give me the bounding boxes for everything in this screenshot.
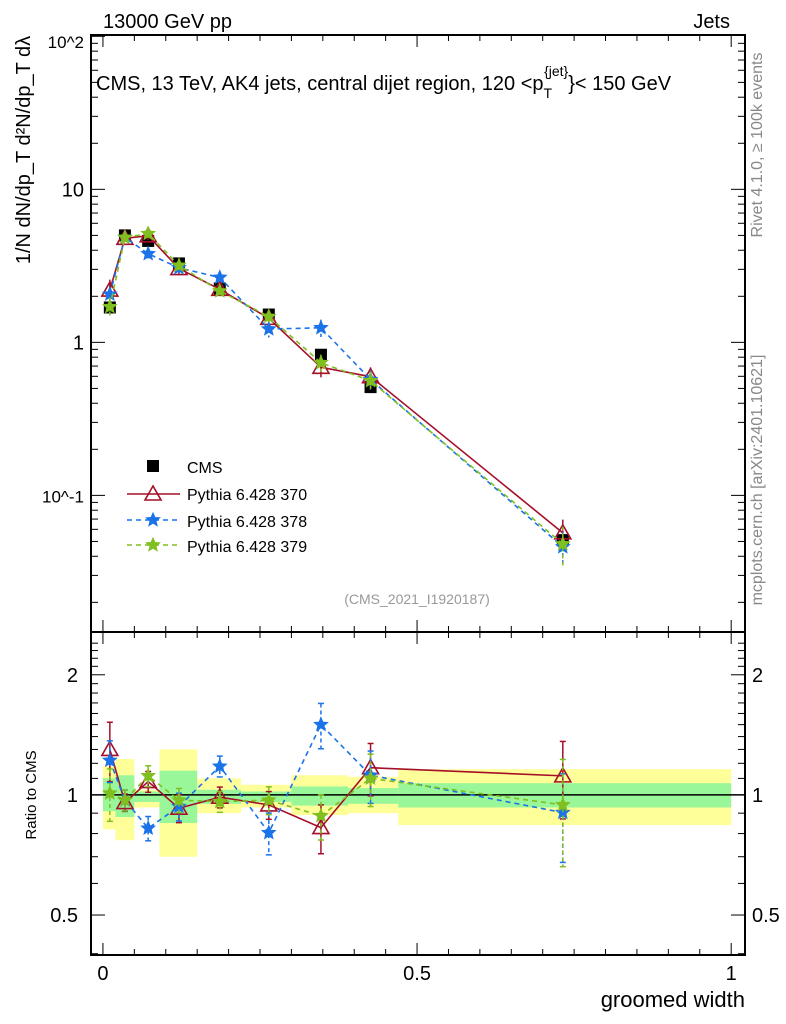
mc-point-2 <box>117 229 133 245</box>
mc-point-2 <box>171 257 187 273</box>
title-tail: }< 150 GeV <box>568 73 672 95</box>
ratio-y-axis-label: Ratio to CMS <box>23 750 40 839</box>
ratio-point-2 <box>313 807 329 823</box>
rivet-label: Rivet 4.1.0, ≥ 100k events <box>749 53 766 238</box>
legend-label-cms: CMS <box>187 460 223 477</box>
ratio-point-2 <box>211 793 228 809</box>
mc-line-1 <box>109 236 564 548</box>
legend-label-378: Pythia 6.428 378 <box>187 514 307 531</box>
ratio-point-1 <box>211 757 228 773</box>
ratio-point-2 <box>117 791 133 807</box>
y-tick-label: 10^2 <box>48 33 84 52</box>
ratio-point-2 <box>101 784 118 800</box>
mc-point-2 <box>140 225 157 241</box>
mcplots-label: mcplots.cern.ch [arXiv:2401.10621] <box>749 355 766 606</box>
x-tick-label: 0 <box>97 963 108 985</box>
mc-point-2 <box>313 354 329 370</box>
ratio-point-2 <box>260 791 277 807</box>
mc-point-2 <box>362 372 379 388</box>
mc-point-1 <box>101 286 118 301</box>
title-sub: T <box>544 85 553 101</box>
ratio-point-2 <box>140 767 157 783</box>
y-tick-label: 10^-1 <box>42 487 84 506</box>
mc-point-1 <box>140 245 157 261</box>
legend-marker-cms <box>147 460 159 472</box>
mc-point-1 <box>260 320 277 336</box>
x-tick-label: 1 <box>726 963 737 985</box>
stat-uncertainty-band <box>291 786 348 806</box>
ratio-point-2 <box>554 796 571 812</box>
ratio-point-1 <box>313 716 329 732</box>
y-axis-label: 1/N dN/dp_T d²N/dp_T dλ <box>13 36 35 264</box>
ratio-point-0 <box>115 792 135 810</box>
ratio-tick-label-left: 2 <box>67 665 78 687</box>
stat-uncertainty-band <box>134 791 160 802</box>
ratio-tick-label-right: 1 <box>752 785 763 807</box>
legend-marker-0 <box>143 484 163 501</box>
ratio-point-2 <box>362 770 379 786</box>
mc-point-2 <box>101 298 118 314</box>
mc-point-1 <box>211 269 228 285</box>
chart-title: CMS, 13 TeV, AK4 jets, central dijet reg… <box>96 63 672 101</box>
x-tick-label: 0.5 <box>403 963 431 985</box>
mc-line-2 <box>109 232 564 545</box>
header-right: Jets <box>693 11 730 33</box>
mc-point-2 <box>554 535 571 551</box>
stat-uncertainty-band <box>241 791 292 802</box>
title-main: CMS, 13 TeV, AK4 jets, central dijet reg… <box>96 73 544 95</box>
ratio-tick-label-left: 0.5 <box>50 905 78 927</box>
mc-point-2 <box>211 282 228 298</box>
y-tick-label: 1 <box>73 332 84 354</box>
ratio-tick-label-right: 2 <box>752 665 763 687</box>
legend-marker-2 <box>145 536 161 552</box>
svg-text:CMS, 13 TeV, AK4 jets, central: CMS, 13 TeV, AK4 jets, central dijet reg… <box>96 63 672 101</box>
mc-point-2 <box>260 308 277 324</box>
analysis-id: (CMS_2021_I1920187) <box>344 591 490 607</box>
ratio-point-1 <box>140 819 157 835</box>
x-axis-label: groomed width <box>601 987 745 1012</box>
ratio-point-2 <box>171 791 187 807</box>
legend-label-370: Pythia 6.428 370 <box>187 487 307 504</box>
title-sup: {jet} <box>544 63 568 79</box>
y-tick-label: 10 <box>62 179 84 201</box>
ratio-tick-label-left: 1 <box>67 785 78 807</box>
legend-marker-1 <box>145 511 161 527</box>
legend-label-379: Pythia 6.428 379 <box>187 539 307 556</box>
ratio-point-1 <box>260 824 277 840</box>
mc-point-1 <box>313 319 329 335</box>
ratio-frame <box>90 631 746 956</box>
ratio-point-1 <box>101 752 118 768</box>
legend: CMS Pythia 6.428 370 Pythia 6.428 378 Py… <box>187 460 307 556</box>
header-left: 13000 GeV pp <box>103 11 232 33</box>
ratio-tick-label-right: 0.5 <box>752 905 780 927</box>
